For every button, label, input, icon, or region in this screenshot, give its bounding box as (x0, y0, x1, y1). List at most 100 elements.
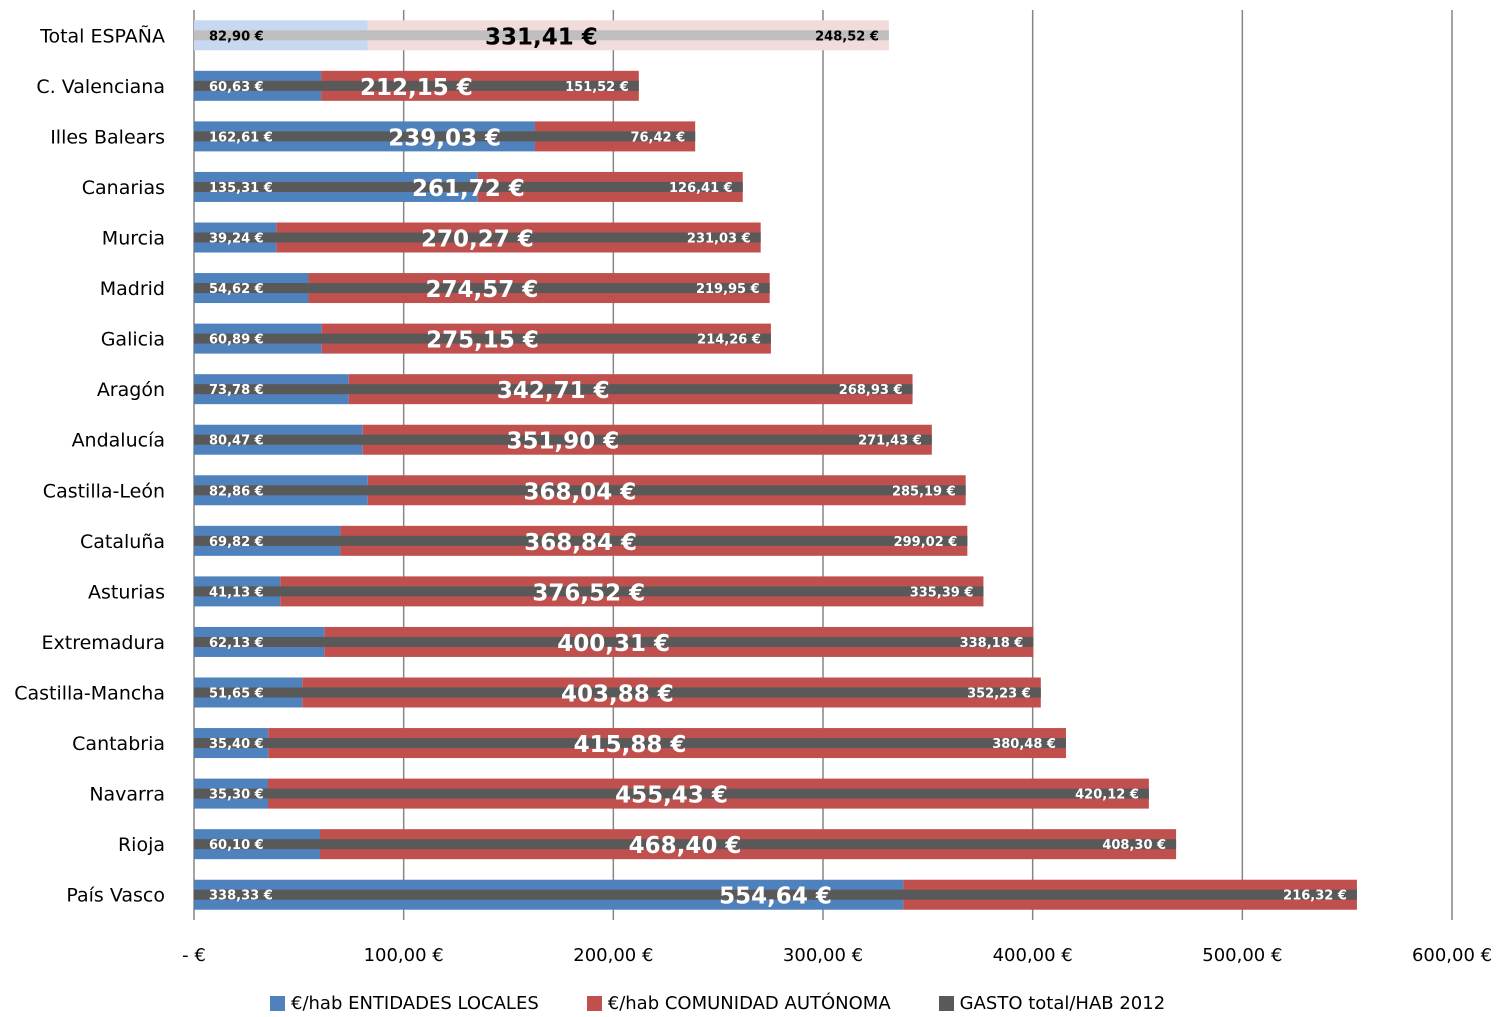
bar-total (194, 788, 1149, 799)
bar-total (194, 889, 1357, 900)
x-tick-label-100: 100,00 € (364, 945, 444, 966)
data-label-total: 455,43 € (615, 783, 728, 809)
category-label: Castilla-Mancha (14, 683, 165, 705)
category-label: País Vasco (66, 885, 165, 907)
x-tick-label-600: 600,00 € (1412, 945, 1492, 966)
data-label-autonomous: 126,41 € (669, 181, 733, 196)
bar-total (194, 636, 1034, 647)
bar-total (194, 687, 1041, 698)
data-label-local: 35,30 € (209, 788, 264, 803)
legend-label-total: GASTO total/HAB 2012 (959, 992, 1166, 1014)
category-label: Madrid (100, 278, 165, 300)
data-label-local: 62,13 € (209, 636, 264, 651)
category-label: Aragón (97, 379, 165, 401)
data-label-autonomous: 151,52 € (565, 80, 629, 95)
x-tick-label-0: - € (182, 945, 206, 966)
category-label: Rioja (118, 834, 165, 856)
legend-item-local: €/hab ENTIDADES LOCALES (270, 993, 539, 1014)
bar-total (194, 181, 743, 192)
category-label: Cantabria (72, 733, 165, 755)
category-label: Canarias (82, 177, 165, 199)
data-label-autonomous: 285,19 € (892, 484, 956, 499)
legend-swatch-autonomous (586, 995, 602, 1011)
data-label-local: 39,24 € (209, 232, 264, 247)
data-label-total: 270,27 € (421, 227, 534, 253)
legend-label-local: €/hab ENTIDADES LOCALES (291, 992, 539, 1014)
legend-item-total: GASTO total/HAB 2012 (938, 992, 1166, 1014)
data-label-total: 351,90 € (507, 429, 620, 455)
data-label-autonomous: 338,18 € (960, 636, 1024, 651)
category-label: Cataluña (80, 531, 165, 553)
data-label-local: 41,13 € (209, 585, 264, 600)
legend-label-autonomous: €/hab COMUNIDAD AUTÓNOMA (607, 992, 891, 1014)
category-label: C. Valenciana (36, 76, 165, 98)
data-label-local: 73,78 € (209, 383, 264, 398)
bar-total (194, 535, 968, 546)
data-label-total: 554,64 € (719, 884, 832, 910)
x-tick-label-400: 400,00 € (993, 945, 1073, 966)
data-label-total: 275,15 € (426, 328, 539, 354)
category-label: Extremadura (42, 632, 166, 654)
data-label-total: 212,15 € (360, 75, 473, 101)
x-tick-label-500: 500,00 € (1202, 945, 1282, 966)
category-label: Castilla-León (43, 480, 165, 502)
data-label-autonomous: 76,42 € (630, 130, 685, 145)
data-label-autonomous: 420,12 € (1075, 788, 1139, 803)
data-label-local: 54,62 € (209, 282, 264, 297)
data-label-total: 331,41 € (485, 24, 598, 50)
category-label: Galicia (101, 329, 165, 351)
data-label-local: 60,89 € (209, 333, 264, 348)
data-label-total: 400,31 € (557, 631, 670, 657)
data-label-local: 51,65 € (209, 687, 264, 702)
data-label-local: 69,82 € (209, 535, 264, 550)
category-label: Asturias (88, 581, 165, 603)
bar-total (194, 586, 984, 597)
category-label: Illes Balears (50, 126, 165, 148)
category-label: Navarra (89, 784, 165, 806)
data-label-local: 35,40 € (209, 737, 264, 752)
data-label-local: 338,33 € (209, 889, 273, 904)
data-label-autonomous: 219,95 € (696, 282, 760, 297)
category-label: Total ESPAÑA (39, 24, 165, 47)
data-label-local: 60,10 € (209, 838, 264, 853)
data-label-total: 376,52 € (532, 580, 645, 606)
data-label-total: 239,03 € (388, 125, 501, 151)
legend-swatch-local (270, 995, 285, 1011)
data-label-local: 162,61 € (209, 130, 273, 145)
data-label-total: 403,88 € (561, 682, 674, 708)
bar-total (194, 485, 966, 496)
legend-swatch-total (938, 995, 954, 1011)
data-label-autonomous: 271,43 € (858, 434, 922, 449)
bar-total (194, 80, 639, 91)
bar-total (194, 283, 770, 294)
bar-total (194, 131, 696, 142)
data-label-local: 60,63 € (209, 80, 264, 95)
bar-total (194, 232, 761, 243)
data-label-autonomous: 408,30 € (1102, 838, 1166, 853)
legend-item-autonomous: €/hab COMUNIDAD AUTÓNOMA (586, 992, 891, 1014)
data-label-total: 261,72 € (412, 176, 525, 202)
x-tick-label-300: 300,00 € (783, 945, 863, 966)
data-label-autonomous: 231,03 € (687, 232, 751, 247)
data-label-autonomous: 268,93 € (839, 383, 903, 398)
data-label-local: 80,47 € (209, 434, 264, 449)
data-label-local: 82,86 € (209, 484, 264, 499)
legend: €/hab ENTIDADES LOCALES €/hab COMUNIDAD … (270, 990, 1270, 1016)
data-label-autonomous: 214,26 € (697, 333, 761, 348)
data-label-total: 368,84 € (524, 530, 637, 556)
bar-total (194, 333, 771, 344)
category-label: Murcia (102, 228, 165, 250)
data-label-total: 368,04 € (523, 479, 636, 505)
data-label-total: 415,88 € (574, 732, 687, 758)
data-label-autonomous: 380,48 € (992, 737, 1056, 752)
data-label-autonomous: 299,02 € (894, 535, 958, 550)
bar-total (194, 738, 1066, 749)
data-label-total: 274,57 € (425, 277, 538, 303)
data-label-total: 468,40 € (629, 833, 742, 859)
bar-total (194, 839, 1177, 850)
data-label-autonomous: 352,23 € (967, 687, 1031, 702)
bar-total (194, 434, 932, 445)
data-label-local: 135,31 € (209, 181, 273, 196)
category-label: Andalucía (72, 430, 165, 452)
